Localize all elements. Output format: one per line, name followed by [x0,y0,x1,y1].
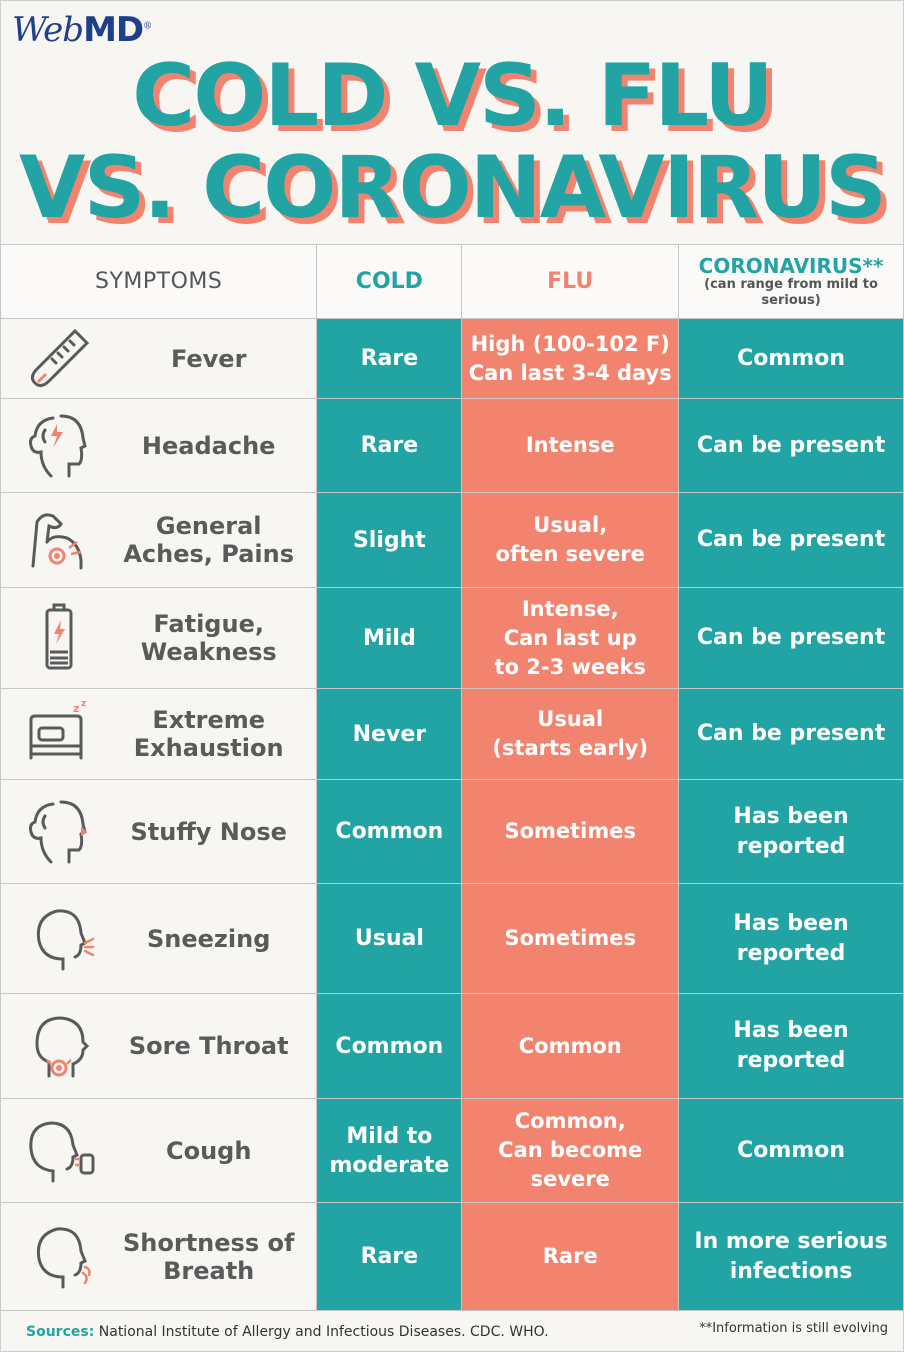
cold-cell: Common [316,993,463,1099]
symptom-cell: Stuffy Nose [0,779,318,884]
flu-cell: Common, Can become severe [461,1098,680,1203]
flu-cell: Intense [461,398,680,493]
cold-cell: Mild [316,587,463,689]
coronavirus-cell: Has been reported [678,779,904,884]
coronavirus-cell: In more serious infections [678,1202,904,1311]
shortness-of-breath-icon [23,1221,95,1293]
symptom-row: Cough Mild to moderate Common, Can become sev… [0,1098,904,1203]
coronavirus-cell: Has been reported [678,883,904,994]
symptom-row: Shortness of Breath Rare Rare In more seriou… [0,1202,904,1311]
header-row: SYMPTOMS COLD FLU CORONAVIRUS** (can ran… [0,244,904,319]
symptom-cell: Sore Throat [0,993,318,1099]
sources-text: National Institute of Allergy and Infect… [94,1324,549,1340]
flexed-arm-icon [23,504,95,576]
coronavirus-cell: Has been reported [678,993,904,1099]
symptom-label: Fever [170,344,247,373]
coronavirus-cell: Can be present [678,587,904,689]
cold-cell: Usual [316,883,463,994]
svg-text:z: z [73,702,79,715]
cough-icon [23,1115,95,1187]
header-coronavirus-label: CORONAVIRUS** [698,253,884,278]
coronavirus-cell: Can be present [678,398,904,493]
flu-cell: Intense, Can last up to 2-3 weeks [461,587,680,689]
symptom-label: Headache [141,431,276,460]
header-symptoms: SYMPTOMS [0,244,318,319]
symptom-row: Fever Rare High (100-102 F) Can last 3-4 da… [0,318,904,399]
flu-cell: Common [461,993,680,1099]
header-coronavirus: CORONAVIRUS** (can range from mild to se… [678,244,904,319]
cold-cell: Common [316,779,463,884]
symptom-row: Fatigue, Weakness Mild Intense, Can last up t… [0,587,904,689]
cold-cell: Rare [316,398,463,493]
symptom-cell: Headache [0,398,318,493]
symptom-row: General Aches, Pains Slight Usual, often sev… [0,492,904,588]
symptom-label: Cough [165,1136,252,1165]
symptom-cell: Sneezing [0,883,318,994]
symptom-label: Sore Throat [128,1032,289,1060]
symptom-label: Sneezing [147,924,271,953]
coronavirus-cell: Can be present [678,492,904,588]
footer: Sources: National Institute of Allergy a… [0,1312,904,1352]
symptom-cell: Shortness of Breath [0,1202,318,1311]
logo-web-text: Web [12,10,84,50]
header-cold: COLD [316,244,463,319]
flu-cell: Sometimes [461,779,680,884]
symptom-cell: z z Extreme Exhaustion [0,688,318,780]
logo-registered-mark: ® [143,21,152,32]
symptom-label: Extreme Exhaustion [133,706,284,762]
title-line-2: VS. CORONAVIRUS [19,138,887,238]
symptom-cell: Fatigue, Weakness [0,587,318,689]
headache-icon [23,410,95,482]
svg-text:z: z [81,699,86,709]
symptom-row: Sore Throat Common Common Has been reported [0,993,904,1099]
cold-cell: Mild to moderate [316,1098,463,1203]
cold-cell: Never [316,688,463,780]
symptom-row: Headache Rare Intense Can be present [0,398,904,493]
coronavirus-cell: Common [678,318,904,399]
symptom-cell: General Aches, Pains [0,492,318,588]
title-line-1: COLD VS. FLU [132,46,774,146]
symptom-row: Stuffy Nose Common Sometimes Has been report… [0,779,904,884]
symptom-label: Shortness of Breath [123,1228,295,1285]
sore-throat-icon [23,1010,95,1082]
symptom-label: General Aches, Pains [123,512,295,568]
coronavirus-cell: Can be present [678,688,904,780]
symptom-label: Stuffy Nose [130,817,287,846]
cold-cell: Rare [316,1202,463,1311]
low-battery-icon [23,602,95,674]
sources-label: Sources: [26,1324,95,1340]
flu-cell: High (100-102 F) Can last 3-4 days [461,318,680,399]
coronavirus-cell: Common [678,1098,904,1203]
symptom-row: z z Extreme Exhaustion Never Usual (starts ear… [0,688,904,780]
evolving-note: **Information is still evolving [699,1321,888,1336]
logo-md-text: MD [83,10,144,50]
symptom-label: Fatigue, Weakness [140,610,277,666]
comparison-table: SYMPTOMS COLD FLU CORONAVIRUS** (can ran… [0,244,904,1311]
cold-cell: Slight [316,492,463,588]
stuffy-nose-icon [23,796,95,868]
thermometer-icon [23,323,95,395]
flu-cell: Rare [461,1202,680,1311]
symptom-cell: Fever [0,318,318,399]
webmd-logo: WebMD® [12,10,152,50]
header-coronavirus-note: (can range from mild to serious) [704,276,878,308]
symptom-cell: Cough [0,1098,318,1203]
cold-cell: Rare [316,318,463,399]
flu-cell: Sometimes [461,883,680,994]
flu-cell: Usual (starts early) [461,688,680,780]
flu-cell: Usual, often severe [461,492,680,588]
sources: Sources: National Institute of Allergy a… [26,1324,549,1340]
sneezing-icon [23,903,95,975]
symptom-row: Sneezing Usual Sometimes Has been reported [0,883,904,994]
header-flu: FLU [461,244,680,319]
